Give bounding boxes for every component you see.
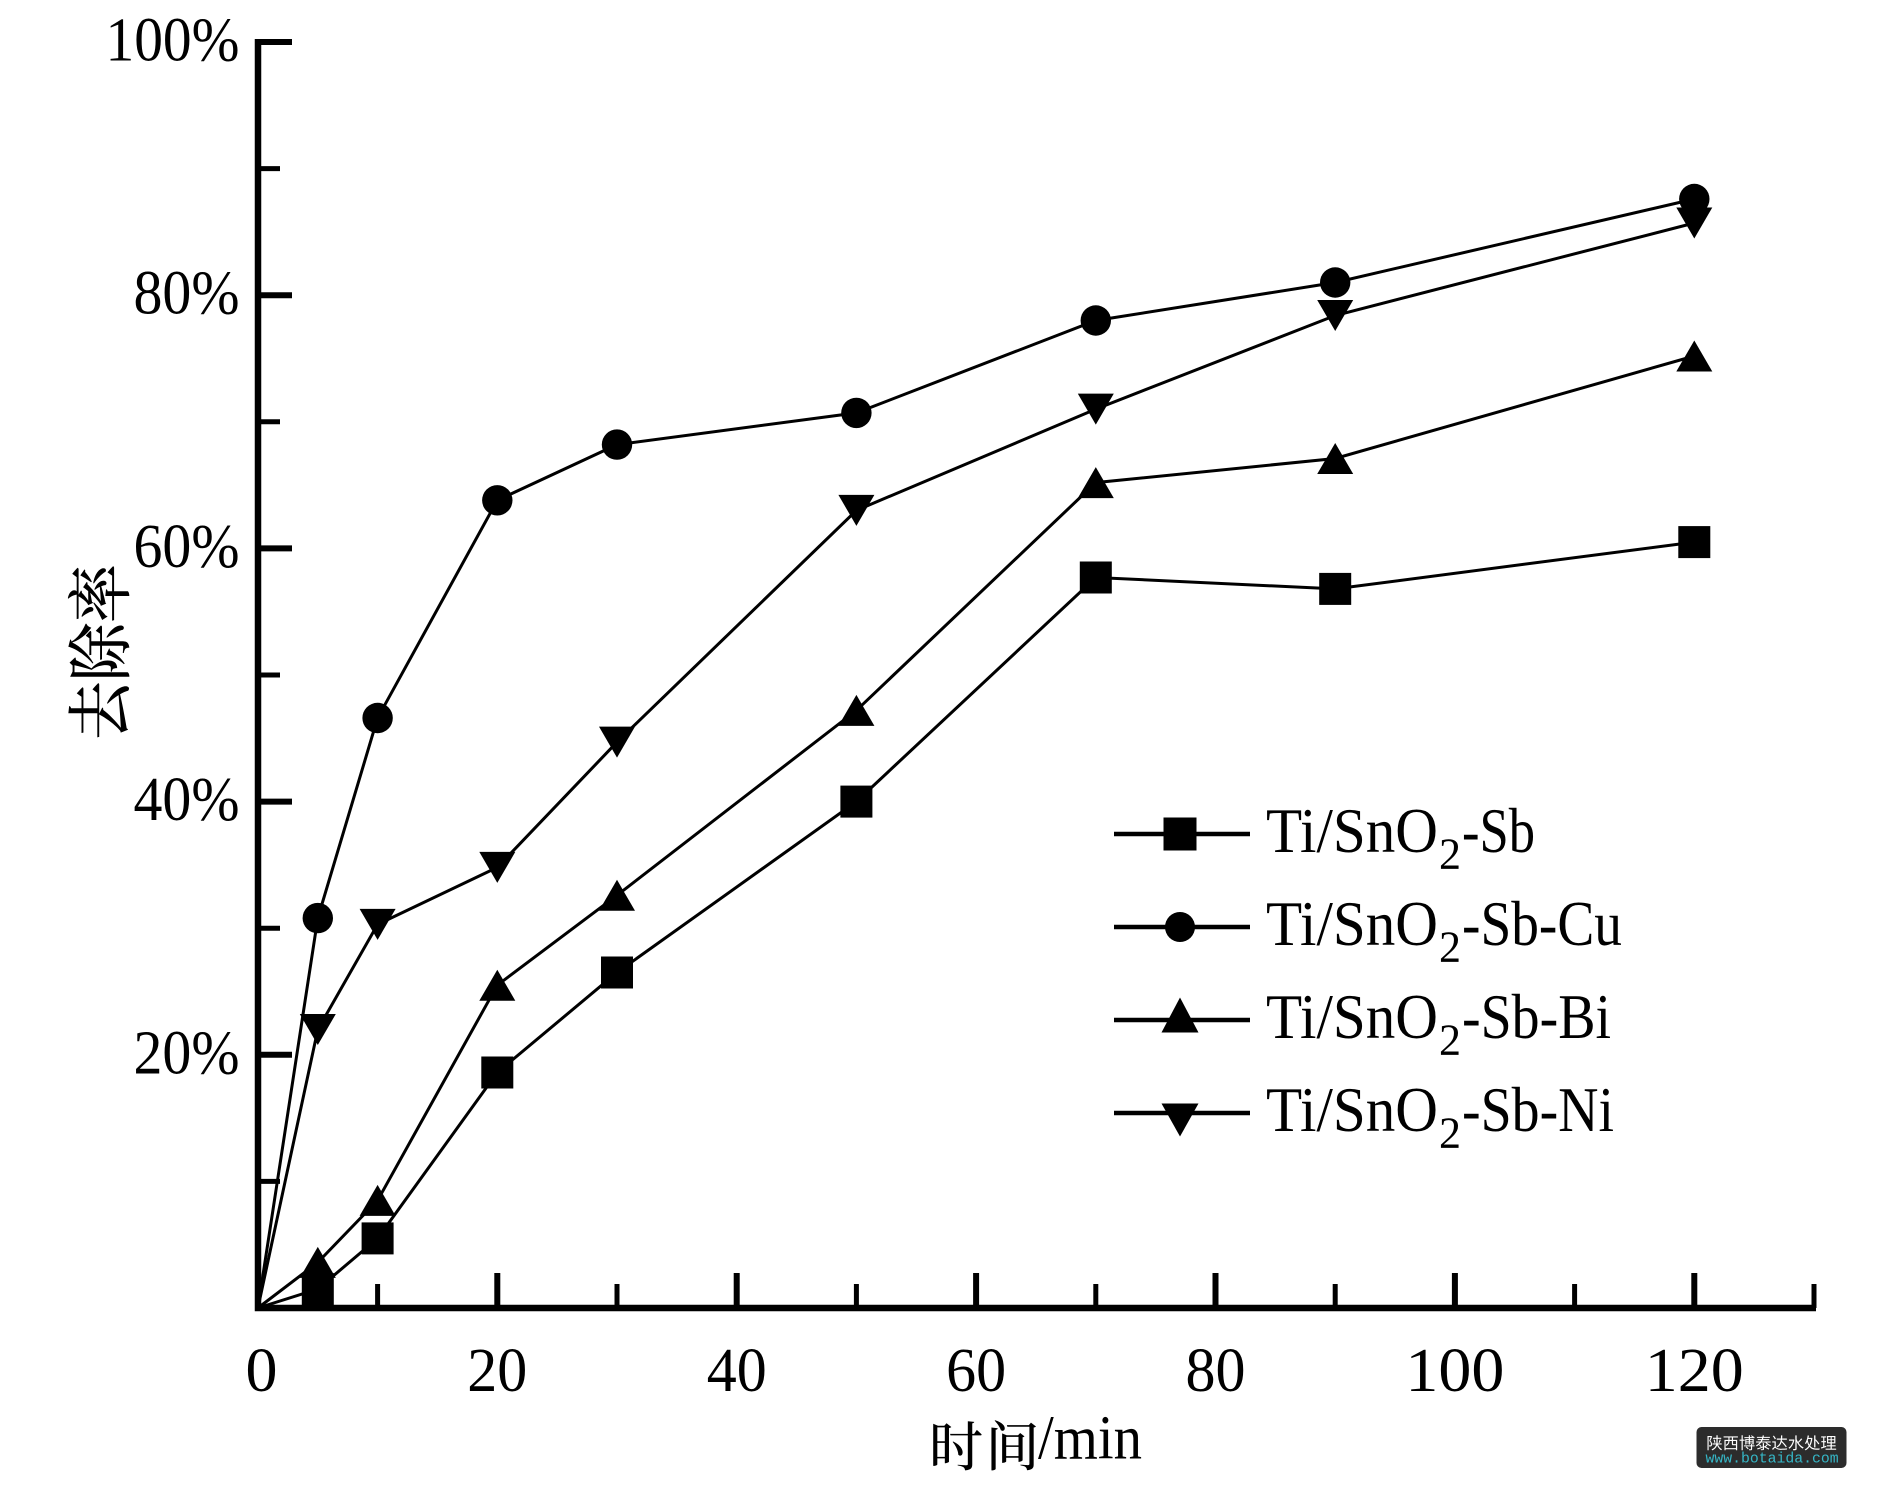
svg-text:100: 100 (1405, 1337, 1504, 1405)
svg-text:80%: 80% (134, 260, 240, 328)
svg-text:60: 60 (946, 1337, 1006, 1405)
svg-text:/min: /min (1038, 1405, 1142, 1473)
svg-text:20%: 20% (134, 1019, 240, 1087)
svg-text:2: 2 (1439, 1109, 1461, 1158)
svg-text:80: 80 (1186, 1337, 1246, 1405)
svg-text:0: 0 (246, 1337, 278, 1405)
svg-text:-Sb: -Sb (1462, 795, 1535, 866)
svg-text:Ti/SnO: Ti/SnO (1266, 1074, 1438, 1145)
svg-text:40%: 40% (134, 766, 240, 834)
svg-text:-Sb-Bi: -Sb-Bi (1462, 981, 1611, 1052)
svg-text:40: 40 (707, 1337, 767, 1405)
svg-text:2: 2 (1439, 830, 1461, 879)
svg-text:2: 2 (1439, 1016, 1461, 1065)
svg-text:2: 2 (1439, 923, 1461, 972)
svg-text:100%: 100% (106, 7, 240, 75)
svg-text:www.botaida.com: www.botaida.com (1706, 1452, 1839, 1468)
svg-text:Ti/SnO: Ti/SnO (1266, 981, 1438, 1052)
svg-text:-Sb-Ni: -Sb-Ni (1462, 1074, 1614, 1145)
svg-text:120: 120 (1645, 1337, 1744, 1405)
svg-text:-Sb-Cu: -Sb-Cu (1462, 888, 1622, 959)
svg-text:20: 20 (467, 1337, 527, 1405)
svg-text:60%: 60% (134, 513, 240, 581)
svg-text:Ti/SnO: Ti/SnO (1266, 888, 1438, 959)
svg-text:Ti/SnO: Ti/SnO (1266, 795, 1438, 866)
